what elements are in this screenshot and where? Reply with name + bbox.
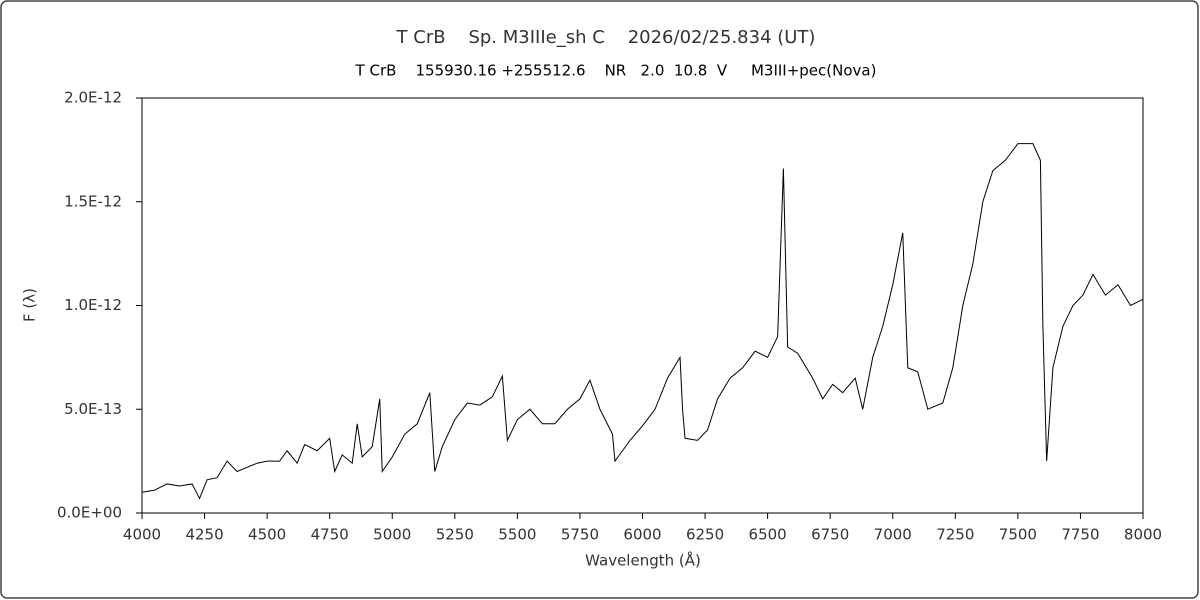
chart-title: T CrB Sp. M3IIIe_sh C 2026/02/25.834 (UT…: [396, 27, 816, 48]
x-tick-label: 7750: [1061, 526, 1099, 544]
y-tick-label: 2.0E-12: [64, 89, 122, 107]
x-tick-label: 4500: [248, 526, 286, 544]
x-tick-label: 4750: [311, 526, 349, 544]
x-tick-label: 5750: [561, 526, 599, 544]
x-tick-label: 8000: [1124, 526, 1162, 544]
x-tick-label: 6250: [686, 526, 724, 544]
x-axis-label: Wavelength (Å): [585, 551, 701, 570]
y-tick-label: 0.0E+00: [57, 504, 122, 522]
x-tick-label: 5250: [436, 526, 474, 544]
x-tick-label: 5000: [373, 526, 411, 544]
x-tick-label: 4000: [123, 526, 161, 544]
y-tick-label: 1.0E-12: [64, 296, 122, 314]
x-tick-label: 6000: [623, 526, 661, 544]
x-tick-label: 5500: [498, 526, 536, 544]
x-tick-label: 7500: [999, 526, 1037, 544]
x-tick-label: 4250: [185, 526, 223, 544]
x-tick-label: 7000: [874, 526, 912, 544]
x-tick-label: 6750: [811, 526, 849, 544]
y-tick-label: 1.5E-12: [64, 192, 122, 210]
chart-subtitle: T CrB 155930.16 +255512.6 NR 2.0 10.8 V …: [355, 62, 877, 80]
x-tick-label: 6500: [749, 526, 787, 544]
y-tick-label: 5.0E-13: [64, 400, 122, 418]
spectrum-line: [141, 143, 1144, 500]
y-axis-label: F (λ): [21, 288, 39, 322]
x-tick-label: 7250: [936, 526, 974, 544]
